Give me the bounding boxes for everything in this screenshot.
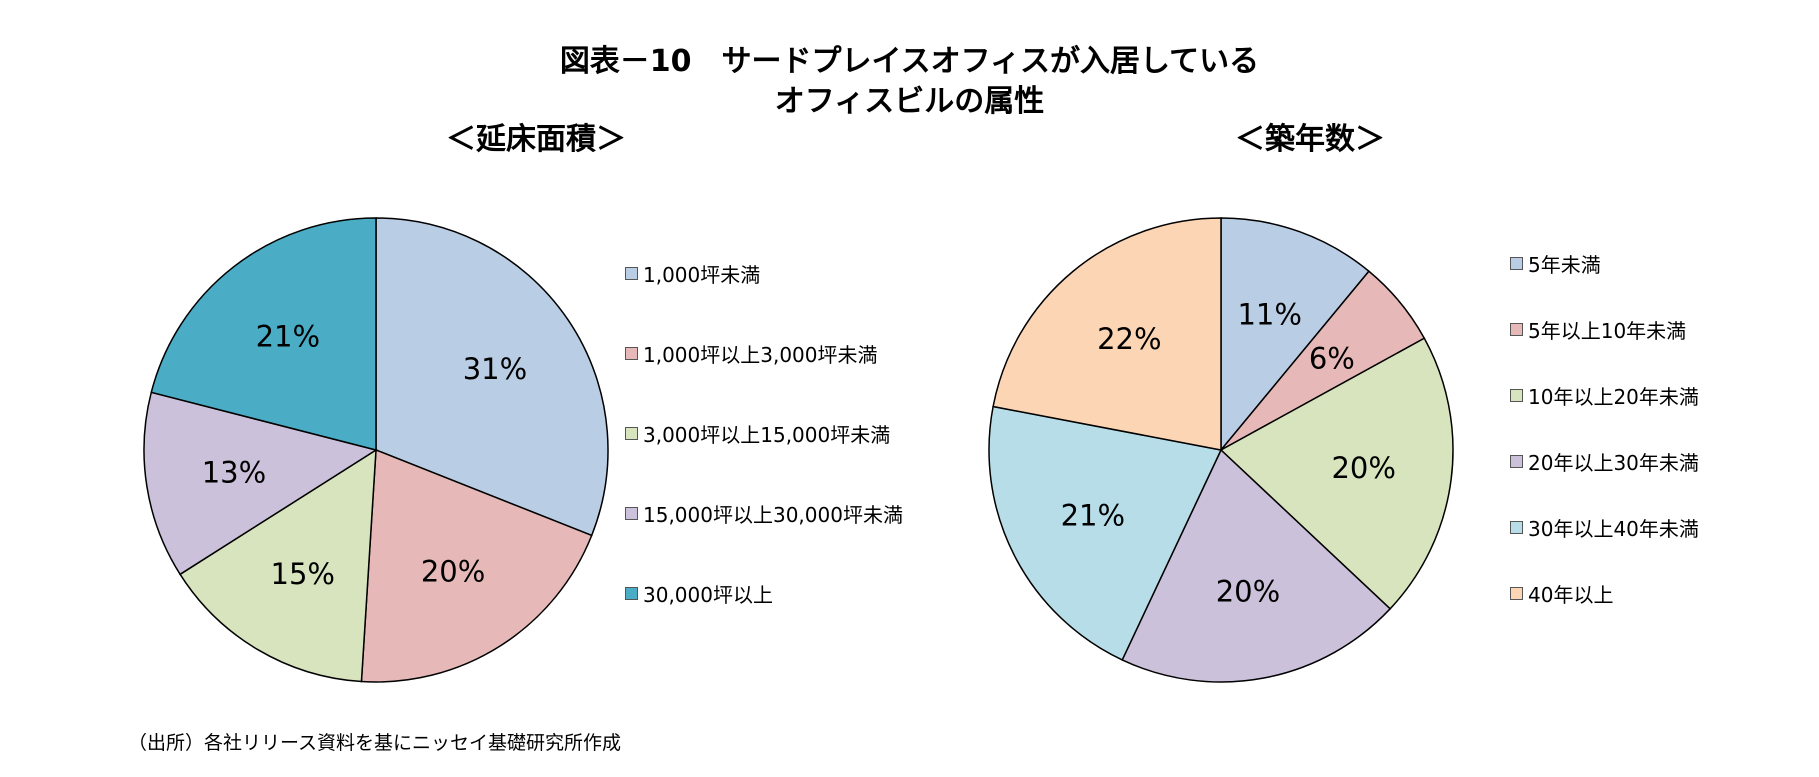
floor-area-slice-label-0: 31% [463, 352, 527, 386]
building-age-legend-label-2: 10年以上20年未満 [1528, 384, 1699, 409]
building-age-slice-2 [1219, 337, 1454, 610]
floor-area-legend-swatch-3 [625, 506, 638, 520]
building-age-slice-label-3: 20% [1216, 574, 1280, 608]
building-age-legend-item-3: 20年以上30年未満 [1510, 448, 1699, 475]
floor-area-legend-item-3: 15,000坪以上30,000坪未満 [625, 500, 903, 527]
building-age-slice-label-0: 11% [1237, 298, 1301, 332]
chart-title-line2: オフィスビルの属性 [774, 84, 1045, 119]
source-note: （出所）各社リリース資料を基にニッセイ基礎研究所作成 [128, 732, 622, 754]
building-age-slice-0 [1220, 217, 1370, 453]
floor-area-legend-label-4: 30,000坪以上 [643, 582, 773, 607]
building-age-slice-label-5: 22% [1097, 322, 1161, 356]
building-age-legend-swatch-0 [1510, 256, 1523, 270]
building-age-legend-item-4: 30年以上40年未満 [1510, 514, 1699, 541]
building-age-legend-label-0: 5年未満 [1528, 252, 1601, 277]
building-age-legend-label-5: 40年以上 [1528, 582, 1614, 607]
floor-area-legend-item-0: 1,000坪未満 [625, 260, 761, 287]
building-age-legend-swatch-1 [1510, 322, 1523, 336]
building-age-legend-label-3: 20年以上30年未満 [1528, 450, 1699, 475]
building-age-slice-4 [988, 405, 1223, 661]
chart-title-line1: 図表－10 サードプレイスオフィスが入居している [559, 44, 1260, 79]
building-age-slice-label-4: 21% [1061, 498, 1125, 532]
building-age-legend-item-0: 5年未満 [1510, 250, 1601, 277]
floor-area-legend-swatch-4 [625, 586, 638, 600]
floor-area-legend-item-4: 30,000坪以上 [625, 580, 773, 607]
floor-area-legend-label-2: 3,000坪以上15,000坪未満 [643, 422, 891, 447]
building-age-legend-swatch-4 [1510, 520, 1523, 534]
floor-area-legend-label-1: 1,000坪以上3,000坪未満 [643, 342, 878, 367]
floor-area-slice-label-4: 21% [256, 319, 320, 353]
building-age-legend-item-1: 5年以上10年未満 [1510, 316, 1687, 343]
building-age-legend-swatch-3 [1510, 454, 1523, 468]
building-age-slice-label-2: 20% [1331, 451, 1395, 485]
building-age-legend-swatch-2 [1510, 388, 1523, 402]
floor-area-slice-0 [375, 217, 609, 537]
building-age-slice-3 [1121, 448, 1392, 683]
building-age-slice-5 [992, 217, 1222, 451]
floor-area-slice-3 [143, 391, 378, 576]
floor-area-chart-title: ＜延床面積＞ [446, 122, 626, 157]
floor-area-slice-label-2: 15% [271, 557, 335, 591]
floor-area-legend-swatch-0 [625, 266, 638, 280]
floor-area-slice-label-1: 20% [421, 554, 485, 588]
floor-area-legend-swatch-2 [625, 426, 638, 440]
floor-area-legend-item-1: 1,000坪以上3,000坪未満 [625, 340, 878, 367]
floor-area-slice-1 [360, 448, 593, 683]
floor-area-slice-4 [150, 217, 377, 451]
building-age-chart-title: ＜築年数＞ [1235, 122, 1385, 157]
floor-area-legend-label-3: 15,000坪以上30,000坪未満 [643, 502, 903, 527]
floor-area-slice-label-3: 13% [202, 456, 266, 490]
building-age-legend-label-1: 5年以上10年未満 [1528, 318, 1687, 343]
floor-area-legend-item-2: 3,000坪以上15,000坪未満 [625, 420, 891, 447]
building-age-legend-label-4: 30年以上40年未満 [1528, 516, 1699, 541]
building-age-slice-label-1: 6% [1309, 341, 1355, 375]
building-age-legend-item-5: 40年以上 [1510, 580, 1614, 607]
floor-area-legend-swatch-1 [625, 346, 638, 360]
building-age-legend-swatch-5 [1510, 586, 1523, 600]
floor-area-legend-label-0: 1,000坪未満 [643, 262, 761, 287]
floor-area-slice-2 [179, 448, 377, 683]
building-age-legend-item-2: 10年以上20年未満 [1510, 382, 1699, 409]
